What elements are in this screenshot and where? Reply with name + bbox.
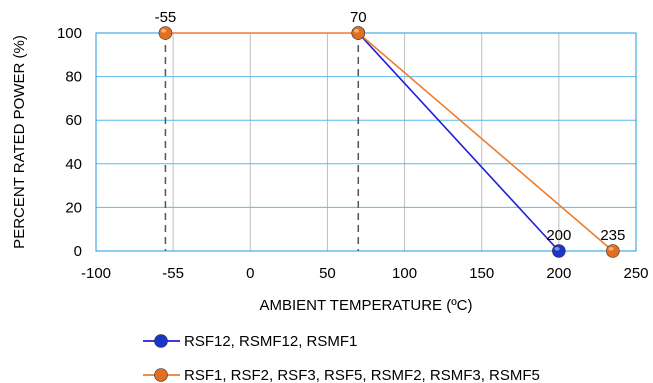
y-tick-label: 20: [65, 199, 82, 216]
marker-highlight: [353, 29, 360, 33]
marker-highlight: [554, 247, 560, 251]
data-label: -55: [155, 9, 177, 26]
y-axis-tick-labels: 0 20 40 60 80 100: [57, 25, 82, 260]
y-tick-label: 0: [74, 243, 82, 260]
y-tick-label: 80: [65, 69, 82, 86]
x-axis-tick-labels: -100 -55 0 50 100 150 200 250: [81, 265, 649, 282]
x-tick-label: 250: [623, 265, 648, 282]
data-label: 70: [350, 9, 367, 26]
x-tick-label: 0: [246, 265, 254, 282]
legend-label: RSF12, RSMF12, RSMF1: [184, 333, 357, 350]
marker-highlight: [608, 247, 614, 251]
x-tick-label: -100: [81, 265, 111, 282]
grid: [96, 33, 636, 251]
plot-area: [95, 32, 637, 252]
y-tick-label: 40: [65, 156, 82, 173]
x-tick-label: 100: [392, 265, 417, 282]
x-tick-label: 50: [319, 265, 336, 282]
data-label: 200: [546, 227, 571, 244]
data-point-marker: [552, 244, 566, 258]
data-label: 235: [600, 227, 625, 244]
dashed-reference-lines: [164, 33, 360, 251]
y-tick-label: 100: [57, 25, 82, 42]
series-line-1: [357, 32, 560, 252]
series-lines: [165, 32, 614, 252]
legend-entry: RSF1, RSF2, RSF3, RSF5, RSMF2, RSMF3, RS…: [143, 367, 540, 383]
legend-marker: [154, 368, 168, 382]
x-tick-label: 150: [469, 265, 494, 282]
marker-highlight: [161, 29, 167, 33]
x-tick-label: -55: [162, 265, 184, 282]
x-tick-label: 200: [546, 265, 571, 282]
data-annotations: -55 70 200 235: [155, 9, 626, 244]
y-axis-title: PERCENT RATED POWER (%): [11, 35, 28, 249]
legend-marker: [154, 334, 168, 348]
legend-label: RSF1, RSF2, RSF3, RSF5, RSMF2, RSMF3, RS…: [184, 367, 540, 383]
x-axis-title: AMBIENT TEMPERATURE (ºC): [260, 297, 473, 314]
legend-entry: RSF12, RSMF12, RSMF1: [143, 333, 357, 350]
data-markers: [158, 26, 620, 258]
data-point-marker: [606, 244, 620, 258]
data-point-marker: [351, 26, 366, 40]
y-tick-label: 60: [65, 112, 82, 129]
data-point-marker: [158, 26, 173, 40]
legend: RSF12, RSMF12, RSMF1 RSF1, RSF2, RSF3, RS…: [143, 333, 540, 383]
